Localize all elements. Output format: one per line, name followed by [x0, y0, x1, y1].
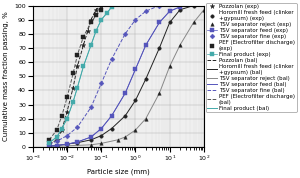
X-axis label: Particle size (mm): Particle size (mm)	[87, 169, 150, 175]
Y-axis label: Cumulative mass fraction passing, %: Cumulative mass fraction passing, %	[3, 11, 9, 141]
Legend: Pozzolan (exp), Horomill fresh feed (clinker
+gypsum) (exp), TSV separator rejec: Pozzolan (exp), Horomill fresh feed (cli…	[206, 3, 297, 112]
